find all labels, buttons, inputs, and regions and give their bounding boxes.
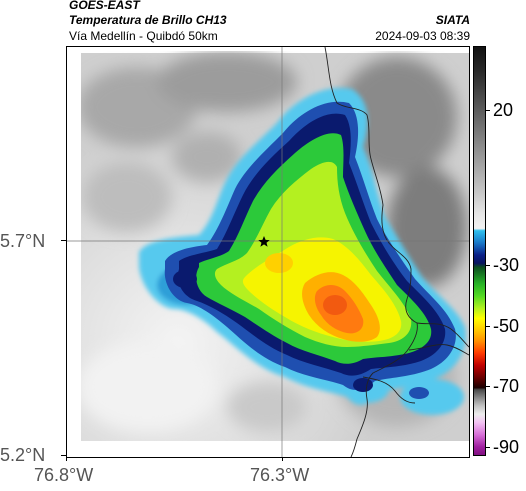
colorbar-tick bbox=[486, 386, 490, 387]
colorbar-label: 20 bbox=[493, 100, 514, 120]
lon-tick bbox=[282, 457, 283, 461]
lat-label: 5.2°N bbox=[0, 445, 46, 465]
lon-label: 76.8°W bbox=[34, 465, 94, 485]
border-lines bbox=[324, 47, 469, 457]
brightness-temperature-field bbox=[67, 47, 469, 457]
colorbar-label: -50 bbox=[493, 316, 520, 336]
colorbar bbox=[473, 46, 486, 456]
region-subtitle: Vía Medellín - Quibdó 50km bbox=[69, 29, 218, 43]
colorbar-tick bbox=[486, 326, 490, 327]
colorbar-label: -90 bbox=[493, 437, 520, 457]
lat-label: 5.7°N bbox=[0, 231, 46, 251]
lat-tick bbox=[61, 240, 66, 241]
star-icon bbox=[258, 236, 270, 247]
satellite-name: GOES-EAST bbox=[69, 0, 140, 12]
satellite-map bbox=[66, 46, 470, 458]
lat-tick bbox=[61, 455, 66, 456]
convective-cloud bbox=[139, 87, 466, 415]
lon-tick bbox=[66, 457, 67, 461]
product-title: Temperatura de Brillo CH13 bbox=[69, 13, 227, 27]
timestamp-label: 2024-09-03 08:39 bbox=[375, 29, 470, 43]
organization-label: SIATA bbox=[435, 13, 470, 27]
colorbar-label: -70 bbox=[493, 376, 520, 396]
colorbar-label: -30 bbox=[493, 255, 520, 275]
lon-label: 76.3°W bbox=[250, 465, 310, 485]
colorbar-tick bbox=[486, 110, 490, 111]
colorbar-tick bbox=[486, 447, 490, 448]
colorbar-tick bbox=[486, 265, 490, 266]
